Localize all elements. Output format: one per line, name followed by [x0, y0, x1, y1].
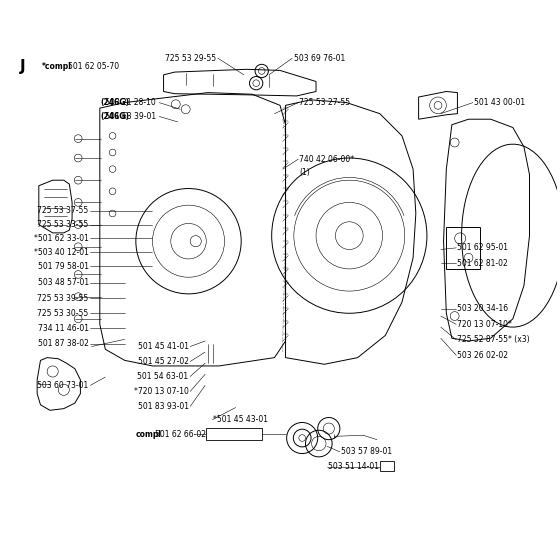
Text: *501 62 33-01: *501 62 33-01: [34, 234, 88, 243]
Text: J: J: [20, 59, 25, 74]
Text: 501 79 58-01: 501 79 58-01: [38, 262, 88, 270]
Text: 501 45 27-02: 501 45 27-02: [138, 357, 189, 366]
Text: 725 53 33-55: 725 53 33-55: [38, 220, 88, 229]
Text: 503 48 57-01: 503 48 57-01: [38, 278, 88, 287]
Text: 725 53 27-55: 725 53 27-55: [300, 98, 351, 107]
Text: 720 13 07-10*: 720 13 07-10*: [458, 320, 512, 329]
Text: 501 63 39-01: 501 63 39-01: [105, 112, 158, 121]
Text: 501 62 66-02: 501 62 66-02: [155, 430, 206, 438]
Text: *720 13 07-10: *720 13 07-10: [134, 387, 189, 396]
Text: 725 53 30-55: 725 53 30-55: [38, 309, 88, 318]
FancyBboxPatch shape: [206, 428, 262, 440]
Text: 503 51 14-01: 503 51 14-01: [328, 463, 379, 472]
Text: 725 53 37-55: 725 53 37-55: [38, 206, 88, 215]
Text: 501 62 05-70: 501 62 05-70: [68, 62, 119, 71]
Text: (246G): (246G): [100, 98, 129, 107]
Text: 503 57 89-01: 503 57 89-01: [341, 447, 392, 456]
Text: 725 53 39-55: 725 53 39-55: [38, 294, 88, 303]
Text: Y: Y: [387, 463, 391, 469]
Text: 501 62 68-01: 501 62 68-01: [208, 430, 259, 438]
Text: 503 26 02-02: 503 26 02-02: [458, 351, 508, 360]
Text: 503 60 73-01: 503 60 73-01: [38, 381, 88, 390]
Text: 740 42 06-00*: 740 42 06-00*: [300, 155, 354, 164]
Text: 501 83 93-01: 501 83 93-01: [138, 402, 189, 411]
Text: 503 21 28-10: 503 21 28-10: [105, 98, 158, 107]
Text: 501 45 41-01: 501 45 41-01: [138, 342, 189, 351]
Text: (1): (1): [300, 168, 310, 177]
Text: 725 53 29-55: 725 53 29-55: [165, 54, 216, 63]
Text: 501 62 95-01: 501 62 95-01: [458, 244, 508, 253]
Text: *503 40 12-01: *503 40 12-01: [34, 248, 88, 257]
Text: 725 52 87-55* (x3): 725 52 87-55* (x3): [458, 335, 530, 344]
Text: 501 87 38-02: 501 87 38-02: [38, 339, 88, 348]
Text: 501 62 81-02: 501 62 81-02: [458, 259, 508, 268]
FancyBboxPatch shape: [380, 461, 394, 472]
Text: *compl: *compl: [41, 62, 72, 71]
Text: 501 43 00-01: 501 43 00-01: [474, 98, 525, 107]
Text: 503 69 76-01: 503 69 76-01: [294, 54, 345, 63]
Text: 501 54 63-01: 501 54 63-01: [137, 372, 189, 381]
Text: compl: compl: [136, 430, 162, 438]
Text: 503 20 34-16: 503 20 34-16: [458, 304, 508, 314]
Text: *501 45 43-01: *501 45 43-01: [213, 415, 268, 424]
Text: (246G): (246G): [100, 112, 129, 121]
Text: 734 11 46-01: 734 11 46-01: [38, 324, 88, 333]
